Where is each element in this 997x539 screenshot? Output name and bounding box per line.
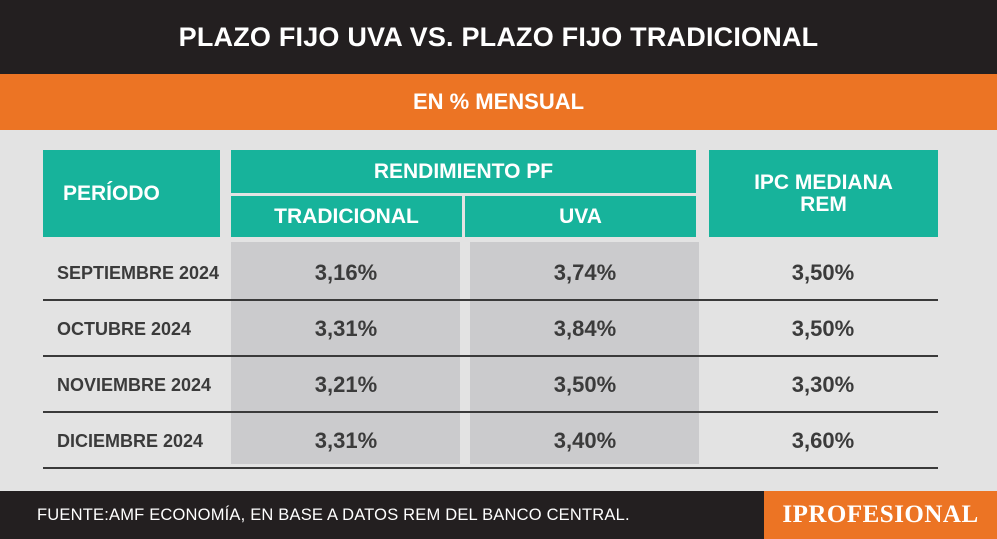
value-uva: 3,74% xyxy=(553,260,617,285)
value-uva: 3,50% xyxy=(553,372,617,397)
row-divider xyxy=(43,299,938,301)
row-divider xyxy=(43,411,938,413)
value-tradicional: 3,16% xyxy=(314,260,378,285)
header-uva: UVA xyxy=(465,196,696,237)
uva-column-shade xyxy=(470,242,699,464)
value-uva: 3,40% xyxy=(553,428,617,453)
header-tradicional: TRADICIONAL xyxy=(231,196,462,237)
row-divider xyxy=(43,467,938,469)
value-ipc: 3,60% xyxy=(791,428,855,453)
period-label: OCTUBRE 2024 xyxy=(57,318,192,339)
chart-subtitle: EN % MENSUAL xyxy=(0,74,997,130)
header-ipc: IPC MEDIANA REM xyxy=(709,150,938,237)
period-label: NOVIEMBRE 2024 xyxy=(57,374,212,395)
value-uva: 3,84% xyxy=(553,316,617,341)
period-label: SEPTIEMBRE 2024 xyxy=(57,262,220,283)
row-divider xyxy=(43,355,938,357)
value-tradicional: 3,21% xyxy=(314,372,378,397)
header-rendimiento: RENDIMIENTO PF xyxy=(231,150,696,193)
value-ipc: 3,50% xyxy=(791,260,855,285)
period-label: DICIEMBRE 2024 xyxy=(57,430,204,451)
value-tradicional: 3,31% xyxy=(314,316,378,341)
chart-title: PLAZO FIJO UVA VS. PLAZO FIJO TRADICIONA… xyxy=(0,0,997,74)
value-ipc: 3,30% xyxy=(791,372,855,397)
header-periodo: PERÍODO xyxy=(43,150,220,237)
source-note: FUENTE:AMF ECONOMÍA, EN BASE A DATOS REM… xyxy=(37,505,630,524)
header-ipc-line1: IPC MEDIANA xyxy=(754,170,893,194)
brand-logo: IPROFESIONAL xyxy=(764,491,997,539)
value-ipc: 3,50% xyxy=(791,316,855,341)
value-tradicional: 3,31% xyxy=(314,428,378,453)
header-ipc-line2: REM xyxy=(800,192,847,216)
tradicional-column-shade xyxy=(231,242,460,464)
